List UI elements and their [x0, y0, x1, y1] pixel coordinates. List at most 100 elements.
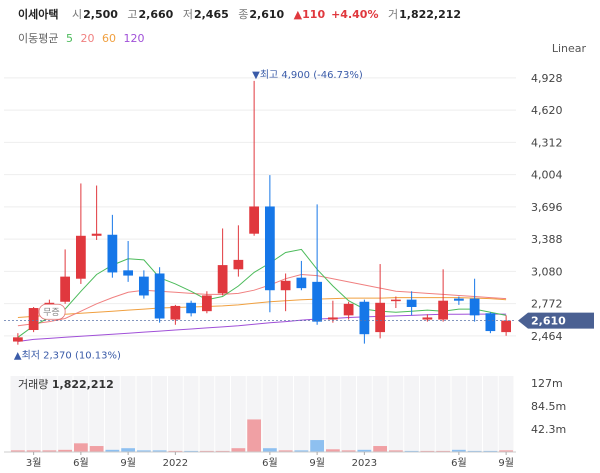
- volume-bar: [326, 449, 340, 452]
- open-label: 시: [71, 8, 83, 21]
- event-marker-label: 무증: [43, 307, 60, 318]
- candle-body: [12, 337, 23, 342]
- volume-bar: [184, 450, 198, 452]
- candle-body: [406, 299, 417, 307]
- y-tick-label: 4,312: [531, 136, 563, 149]
- ma-legend-60[interactable]: 60: [101, 32, 116, 45]
- x-tick-label: 9월: [120, 457, 136, 469]
- volume-label: 거: [387, 8, 399, 21]
- candle-body: [264, 206, 275, 291]
- candle-body: [233, 259, 244, 270]
- volume-bar: [11, 450, 25, 452]
- candle-body: [107, 234, 118, 273]
- volume-bar: [452, 449, 466, 452]
- change-value: ▲110: [293, 8, 326, 21]
- volume-bar: [420, 450, 435, 452]
- y-tick-label: 4,928: [531, 72, 563, 85]
- stock-name: 이세아택: [18, 8, 59, 21]
- x-tick-label: 2022: [163, 458, 188, 469]
- x-tick-label: 6월: [262, 457, 278, 469]
- low-annotation: ▲최저 2,370 (10.13%): [14, 350, 121, 362]
- volume-tick-label: 84.5m: [531, 400, 566, 413]
- close-label: 종: [238, 8, 249, 21]
- ma-legend-5[interactable]: 5: [65, 32, 73, 45]
- volume-bar: [467, 450, 482, 452]
- volume-bar: [357, 449, 372, 452]
- scale-toggle[interactable]: Linear: [552, 42, 586, 55]
- volume-column-bg: [357, 376, 372, 452]
- volume-column-bg: [388, 376, 404, 452]
- volume-column-bg: [10, 376, 26, 452]
- volume-bar: [58, 449, 72, 452]
- volume-column-bg: [404, 376, 419, 452]
- high-value: 2,660: [138, 8, 174, 21]
- x-tick-label: 3월: [26, 457, 42, 469]
- candle-body: [249, 206, 260, 234]
- volume-column-bg: [168, 376, 183, 452]
- volume-bar: [247, 419, 261, 452]
- open-value: 2,500: [83, 8, 118, 21]
- volume-column-bg: [183, 376, 199, 452]
- candle-body: [123, 270, 134, 276]
- volume-column-bg: [199, 376, 215, 452]
- volume-bar: [263, 448, 277, 452]
- scale-label: Linear: [551, 42, 586, 55]
- volume-bar: [436, 450, 450, 452]
- change-percent: +4.40%: [331, 8, 379, 21]
- candle-body: [390, 299, 401, 302]
- volume-column-bg: [309, 376, 325, 452]
- x-tick-label: 2023: [352, 458, 377, 469]
- high-label: 고: [127, 8, 138, 21]
- candle-body: [327, 317, 338, 320]
- y-tick-label: 4,620: [531, 104, 563, 117]
- volume-column-bg: [341, 376, 356, 452]
- volume-column-bg: [73, 376, 89, 452]
- volume-tick-label: 127m: [531, 377, 563, 390]
- candle-body: [280, 280, 291, 291]
- volume-column-bg: [372, 376, 388, 452]
- candle-body: [28, 308, 39, 331]
- volume-column-bg: [152, 376, 167, 452]
- candle-body: [75, 235, 86, 279]
- ma60-line: [17, 297, 507, 318]
- candle-body: [312, 281, 323, 322]
- volume-bar: [278, 450, 293, 452]
- quote-header: 이세아택 시2,500 고2,660 저2,465 종2,610 ▲110 +4.…: [18, 6, 467, 22]
- candle-body: [201, 295, 212, 312]
- volume-bar: [137, 450, 151, 452]
- volume-bar: [74, 443, 88, 452]
- volume-bar: [89, 446, 104, 452]
- volume-column-bg: [278, 376, 293, 452]
- volume-bar: [215, 450, 230, 452]
- candle-body: [485, 313, 496, 332]
- candle-body: [438, 300, 449, 320]
- volume-bar: [294, 450, 309, 452]
- volume-bar: [152, 450, 167, 452]
- ma-legend-20[interactable]: 20: [80, 32, 95, 45]
- candle-body: [217, 265, 228, 294]
- volume-bar: [26, 450, 41, 452]
- candle-body: [170, 305, 181, 320]
- y-tick-label: 3,696: [531, 201, 563, 214]
- candle-body: [60, 276, 71, 302]
- volume-bar: [121, 448, 135, 452]
- volume-column-bg: [120, 376, 136, 452]
- x-tick-label: 6월: [451, 457, 467, 469]
- volume-bar: [105, 449, 120, 452]
- volume-column-bg: [325, 376, 341, 452]
- high-annotation: ▼최고 4,900 (-46.73%): [252, 69, 363, 81]
- candle-body: [154, 273, 165, 319]
- volume-column-bg: [57, 376, 73, 452]
- candle-body: [453, 298, 464, 301]
- low-label: 저: [182, 8, 193, 21]
- volume-bar: [389, 450, 403, 452]
- volume-bar: [42, 450, 57, 452]
- ma-legend-120[interactable]: 120: [123, 32, 145, 45]
- volume-panel-value: 1,822,212: [52, 378, 114, 391]
- low-value: 2,465: [193, 8, 229, 21]
- volume-column-bg: [483, 376, 498, 452]
- volume-column-bg: [231, 376, 246, 452]
- y-tick-label: 4,004: [531, 169, 563, 182]
- candle-body: [138, 276, 149, 296]
